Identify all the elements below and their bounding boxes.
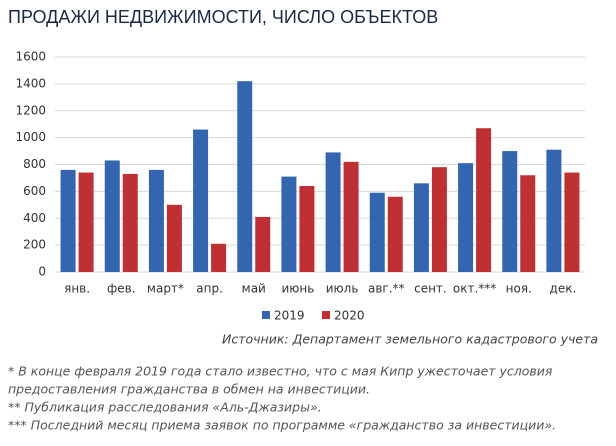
bar	[458, 163, 474, 272]
x-tick-label: янв.	[64, 282, 90, 296]
bar	[193, 129, 209, 272]
y-tick-label: 600	[23, 184, 46, 198]
footnote: ** Публикация расследования «Аль-Джазиры…	[8, 400, 322, 415]
x-tick-label: июль	[326, 282, 359, 296]
y-tick-label: 0	[38, 265, 46, 279]
bar	[78, 172, 94, 272]
x-tick-label: авг.**	[368, 282, 405, 296]
bar	[299, 186, 315, 272]
bar	[431, 167, 447, 272]
bar	[520, 175, 536, 272]
y-tick-label: 1600	[15, 50, 46, 64]
footnote: *** Последний месяц приема заявок по про…	[8, 418, 556, 433]
footnote: * В конце февраля 2019 года стало извест…	[8, 364, 553, 379]
legend-swatch	[322, 311, 330, 319]
legend-swatch	[262, 311, 270, 319]
bar	[343, 161, 359, 272]
bar	[148, 169, 164, 272]
bar	[564, 172, 580, 272]
bar	[281, 176, 297, 272]
bar	[104, 160, 120, 272]
chart-title: ПРОДАЖИ НЕДВИЖИМОСТИ, ЧИСЛО ОБЪЕКТОВ	[8, 7, 438, 27]
legend-label: 2019	[274, 309, 305, 323]
x-tick-label: март*	[147, 282, 184, 296]
bar	[211, 243, 227, 272]
x-tick-label: апр.	[196, 282, 223, 296]
y-tick-label: 1400	[15, 76, 46, 90]
y-tick-label: 1000	[15, 130, 46, 144]
bar	[387, 196, 403, 272]
x-tick-label: июнь	[282, 282, 315, 296]
legend-label: 2020	[334, 309, 365, 323]
bar	[476, 128, 492, 272]
footnote: предоставления гражданства в обмен на ин…	[8, 382, 370, 397]
y-tick-label: 800	[23, 157, 46, 171]
bar	[255, 216, 271, 272]
x-tick-label: дек.	[550, 282, 577, 296]
bar	[325, 152, 341, 272]
x-tick-label: фев.	[107, 282, 136, 296]
x-tick-label: ноя.	[506, 282, 532, 296]
bar	[369, 192, 385, 272]
bar	[546, 149, 562, 272]
bar	[237, 81, 253, 272]
bar	[122, 173, 138, 272]
x-tick-label: май	[242, 282, 266, 296]
y-tick-label: 400	[23, 211, 46, 225]
source: Источник: Департамент земельного кадастр…	[222, 332, 598, 347]
y-tick-label: 200	[23, 238, 46, 252]
x-tick-label: сент.	[414, 282, 447, 296]
y-tick-label: 1200	[15, 103, 46, 117]
x-tick-label: окт.***	[453, 282, 496, 296]
bar	[60, 169, 76, 272]
bar	[166, 204, 182, 272]
bar	[502, 151, 518, 272]
bar	[413, 183, 429, 272]
